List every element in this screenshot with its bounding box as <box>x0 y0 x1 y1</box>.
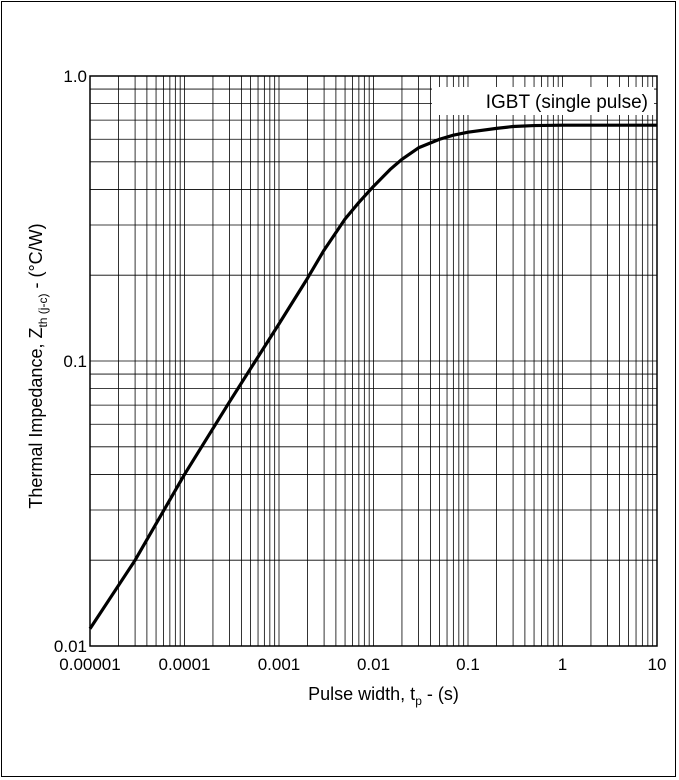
y-tick-label: 1.0 <box>63 67 87 86</box>
x-tick-label: 0.01 <box>357 655 390 674</box>
x-axis-title: Pulse width, tp - (s) <box>308 684 459 708</box>
legend-entry-igbt: IGBT (single pulse) <box>486 92 648 113</box>
tick-labels: 0.00001 0.0001 0.001 0.01 0.1 1 10 0.01 0.1 1.0 <box>54 67 667 674</box>
y-tick-label: 0.1 <box>63 352 87 371</box>
y-tick-label: 0.01 <box>54 637 87 656</box>
x-tick-label: 0.1 <box>456 655 480 674</box>
plot-border <box>89 75 658 647</box>
x-tick-label: 0.0001 <box>159 655 211 674</box>
x-tick-label: 0.001 <box>258 655 301 674</box>
legend-box <box>432 87 654 115</box>
grid <box>90 76 657 646</box>
x-tick-label: 10 <box>648 655 667 674</box>
x-tick-label: 0.00001 <box>59 655 120 674</box>
series-line-igbt <box>88 123 657 630</box>
legend: IGBT (single pulse) <box>432 87 654 115</box>
x-tick-label: 1 <box>558 655 567 674</box>
y-axis-title: Thermal Impedance, Zth (j-c) - (°C/W) <box>26 223 50 508</box>
